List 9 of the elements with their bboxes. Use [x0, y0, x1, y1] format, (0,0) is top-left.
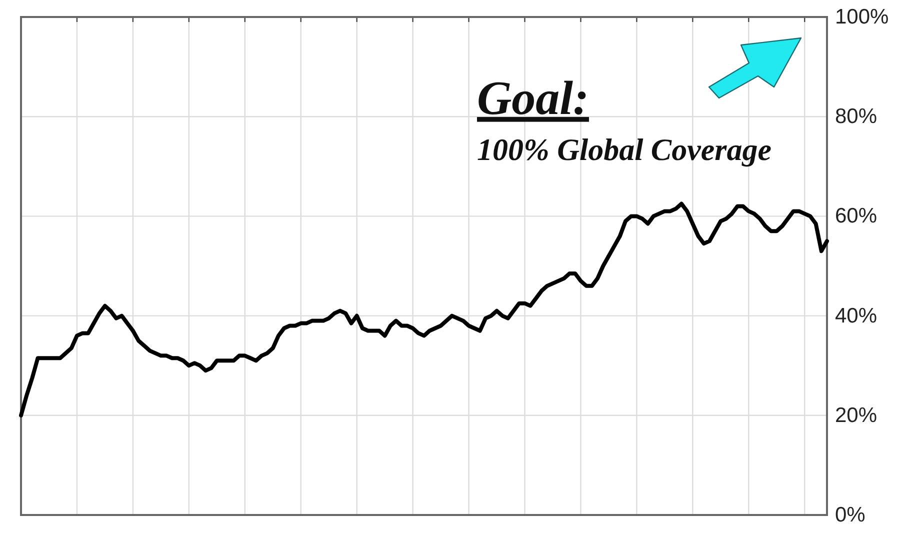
y-tick-label: 40%: [835, 304, 878, 328]
annotation: Goal:: [477, 72, 589, 125]
y-tick-label: 100%: [835, 6, 889, 28]
y-tick-label: 80%: [835, 105, 878, 128]
y-tick-label: 20%: [835, 404, 878, 427]
y-tick-label: 60%: [835, 204, 878, 228]
y-tick-label: 0%: [835, 504, 866, 526]
annotation: 100% Global Coverage: [477, 132, 772, 167]
line-series: [19, 202, 829, 418]
